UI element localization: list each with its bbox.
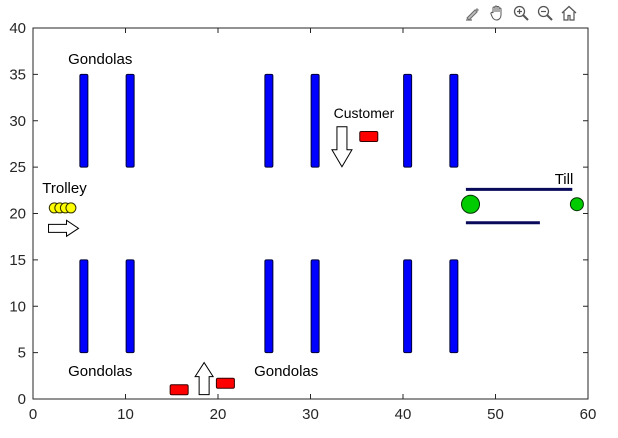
y-tick-label: 5: [18, 345, 26, 362]
gondola-bar: [449, 73, 459, 168]
direction-arrow-up: [194, 361, 215, 396]
annotation-label: Customer: [334, 105, 395, 121]
gondola-bar: [449, 259, 459, 354]
gondola-bar: [125, 73, 135, 168]
x-tick-label: 0: [29, 406, 37, 423]
y-tick-label: 25: [9, 159, 26, 176]
customer-marker: [169, 384, 189, 396]
gondola-bar: [264, 73, 274, 168]
annotation-label: Gondolas: [68, 363, 132, 380]
annotation-label: Gondolas: [68, 51, 132, 68]
y-tick-label: 20: [9, 206, 26, 223]
direction-arrow-right: [48, 219, 80, 238]
trolley-marker: [65, 202, 77, 214]
y-tick-label: 40: [9, 20, 26, 37]
plot-background: [33, 28, 588, 399]
pan-hand-icon[interactable]: [486, 2, 508, 24]
gondola-bar: [403, 73, 413, 168]
edit-brush-icon[interactable]: [462, 2, 484, 24]
gondola-bar: [264, 259, 274, 354]
gondola-bar: [79, 73, 89, 168]
y-tick-label: 35: [9, 66, 26, 83]
figure-toolbar: [462, 2, 580, 24]
y-tick-label: 0: [18, 391, 26, 408]
gondola-bar: [125, 259, 135, 354]
gondola-bar: [79, 259, 89, 354]
x-tick-label: 10: [117, 406, 134, 423]
zoom-out-icon[interactable]: [534, 2, 556, 24]
zoom-in-icon[interactable]: [510, 2, 532, 24]
annotation-label: Till: [555, 171, 574, 188]
direction-arrow-down: [331, 126, 353, 168]
x-tick-label: 20: [210, 406, 227, 423]
gondola-bar: [310, 259, 320, 354]
till-marker: [569, 197, 584, 212]
annotation-label: Trolley: [42, 180, 87, 197]
y-tick-label: 10: [9, 298, 26, 315]
home-icon[interactable]: [558, 2, 580, 24]
gondola-bar: [310, 73, 320, 168]
x-tick-label: 60: [580, 406, 597, 423]
gondola-bar: [403, 259, 413, 354]
y-tick-label: 30: [9, 113, 26, 130]
x-tick-label: 30: [302, 406, 319, 423]
y-tick-label: 15: [9, 252, 26, 269]
x-tick-label: 50: [487, 406, 504, 423]
till-marker: [461, 194, 481, 214]
customer-marker: [359, 131, 379, 143]
customer-marker: [215, 377, 235, 389]
x-tick-label: 40: [395, 406, 412, 423]
annotation-label: Gondolas: [254, 363, 318, 380]
